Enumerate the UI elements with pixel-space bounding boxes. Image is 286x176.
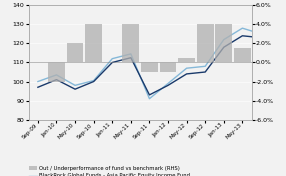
Legend: Out / Underperformance of fund vs benchmark (RHS), BlackRock Global Funds - Asia: Out / Underperformance of fund vs benchm… bbox=[29, 166, 190, 176]
